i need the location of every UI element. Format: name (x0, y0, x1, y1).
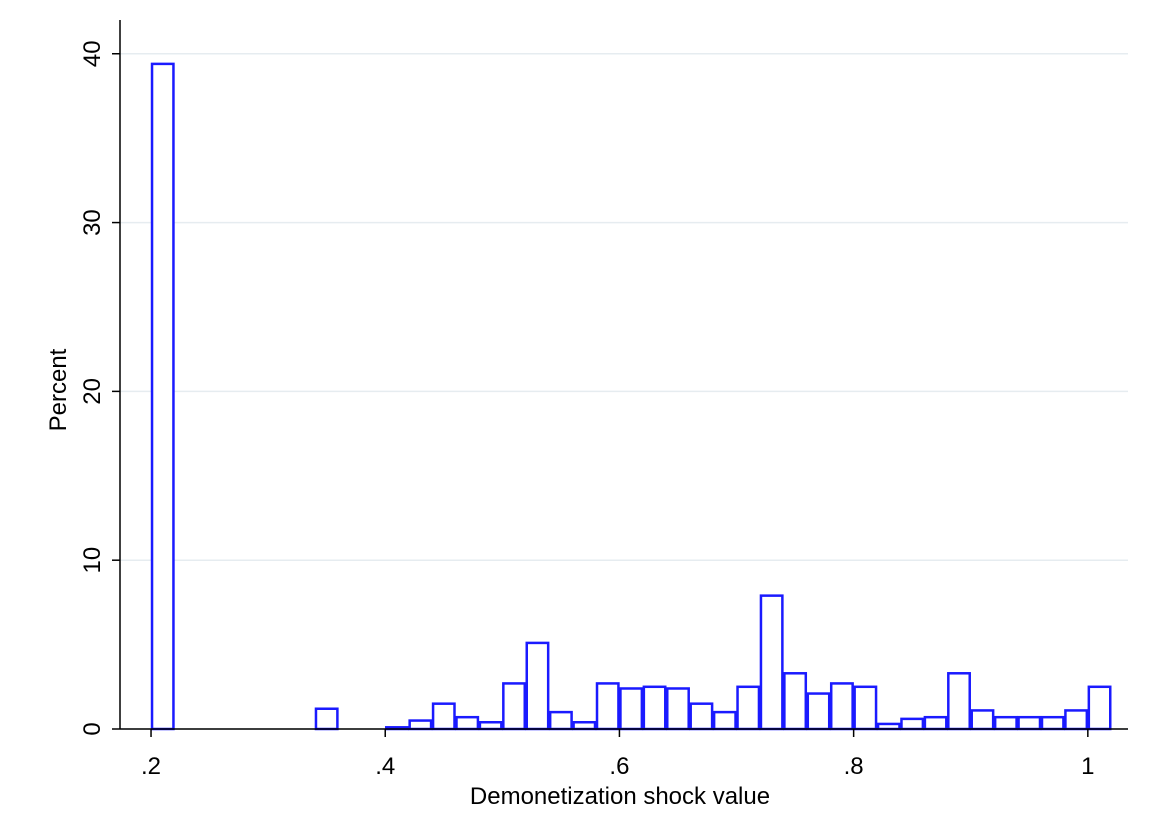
x-tick-label: .4 (375, 753, 395, 780)
bar (548, 710, 573, 731)
bar (970, 709, 995, 731)
bar (1017, 715, 1042, 731)
bar (595, 682, 620, 731)
x-tick-label: .2 (141, 753, 161, 780)
x-tick-label: .8 (844, 753, 864, 780)
bar (736, 685, 761, 731)
bar (1087, 685, 1112, 731)
y-tick-label: 0 (79, 722, 106, 735)
bar (876, 722, 901, 731)
bar (993, 715, 1018, 731)
bar (619, 687, 644, 731)
y-tick-label: 10 (79, 547, 106, 574)
bar (666, 687, 690, 731)
y-axis-label: Percent (45, 348, 72, 431)
y-tick-label: 20 (79, 378, 106, 405)
bar (923, 715, 948, 731)
bar (1040, 715, 1065, 731)
x-tick-label: 1 (1081, 753, 1094, 780)
bar (689, 702, 714, 731)
bar (829, 682, 854, 731)
bar (900, 717, 925, 731)
bar (408, 719, 433, 731)
x-axis-label: Demonetization shock value (470, 783, 770, 810)
bar (525, 641, 550, 731)
x-tick-label: .6 (609, 753, 629, 780)
bar (502, 682, 527, 731)
bar (455, 715, 480, 731)
bar (642, 685, 667, 731)
bar (712, 710, 737, 731)
bar (783, 672, 808, 731)
bar (431, 702, 456, 731)
bar (947, 672, 971, 731)
bar (806, 692, 831, 731)
y-tick-label: 40 (79, 40, 106, 67)
bar (572, 720, 597, 731)
y-tick-label: 30 (79, 209, 106, 236)
bar (150, 62, 175, 731)
bar (478, 720, 503, 731)
bar (759, 594, 784, 731)
bar (1064, 709, 1089, 731)
bar (314, 707, 339, 731)
bar (853, 685, 878, 731)
